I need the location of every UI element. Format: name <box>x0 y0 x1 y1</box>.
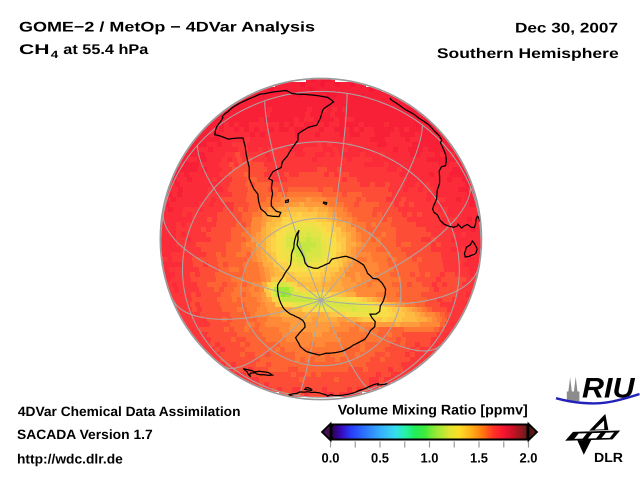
svg-text:Southern Hemisphere: Southern Hemisphere <box>437 45 619 61</box>
svg-text:2.0: 2.0 <box>520 450 538 465</box>
svg-text:4: 4 <box>51 49 59 61</box>
svg-text:1.0: 1.0 <box>421 450 439 465</box>
svg-text:http://wdc.dlr.de: http://wdc.dlr.de <box>17 451 123 466</box>
svg-text:GOME−2 / MetOp − 4DVar Analysi: GOME−2 / MetOp − 4DVar Analysis <box>19 18 315 34</box>
svg-text:SACADA Version 1.7: SACADA Version 1.7 <box>17 427 153 442</box>
svg-text:CH: CH <box>19 41 50 57</box>
svg-text:1.5: 1.5 <box>470 450 488 465</box>
svg-text:Volume Mixing Ratio [ppmv]: Volume Mixing Ratio [ppmv] <box>338 402 528 418</box>
svg-text:0.0: 0.0 <box>322 450 340 465</box>
svg-text:DLR: DLR <box>594 450 623 465</box>
svg-text:4DVar Chemical Data Assimilati: 4DVar Chemical Data Assimilation <box>18 404 241 419</box>
svg-text:at 55.4 hPa: at 55.4 hPa <box>63 41 148 57</box>
svg-text:RIU: RIU <box>582 372 636 404</box>
svg-text:Dec 30, 2007: Dec 30, 2007 <box>515 19 618 35</box>
svg-text:0.5: 0.5 <box>371 450 389 465</box>
